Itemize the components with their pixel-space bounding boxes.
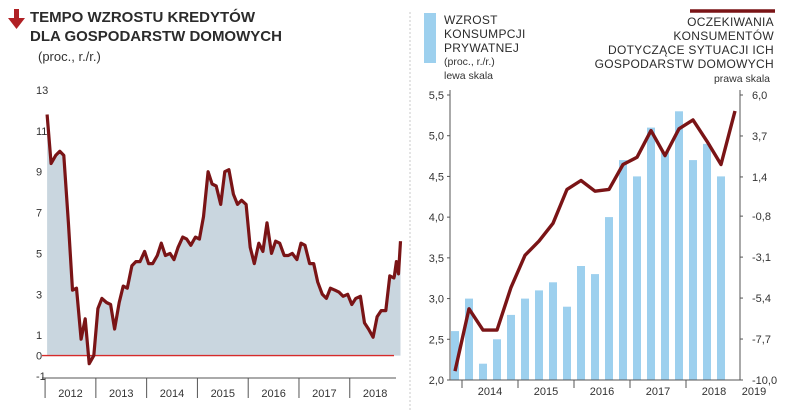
- legend-bar-swatch: [424, 13, 436, 63]
- right-x-tick-label: 2018: [702, 386, 726, 398]
- right-scale-tick-label: -5,4: [752, 293, 771, 305]
- legend-expectations-line-1: OCZEKIWANIA: [687, 15, 774, 29]
- consumption-bar: [605, 217, 613, 380]
- left-y-axis: 13 11 9 7 5 3 1 0 -1: [36, 85, 48, 383]
- left-scale-tick-label: 3,5: [429, 253, 444, 265]
- left-chart-title-line-2: DLA GOSPODARSTW DOMOWYCH: [30, 28, 282, 45]
- legend-left-scale: lewa skala: [444, 70, 493, 82]
- consumption-bar: [535, 290, 543, 380]
- right-x-tick-label: 2016: [590, 386, 614, 398]
- consumption-bar: [591, 274, 599, 380]
- legend-consumption-unit: (proc., r./r.): [444, 56, 495, 68]
- left-y-tick-label: 13: [36, 85, 48, 97]
- consumption-bar: [549, 282, 557, 380]
- right-x-tick-label: 2015: [534, 386, 558, 398]
- legend-right-scale: prawa skala: [714, 73, 770, 85]
- right-x-tick-label: 2019: [742, 386, 766, 398]
- consumption-bar: [633, 176, 641, 380]
- left-scale-tick-label: 5,0: [429, 131, 444, 143]
- consumption-bar: [465, 298, 473, 380]
- right-x-tick-label: 2017: [646, 386, 670, 398]
- left-scale-tick-label: 4,5: [429, 171, 444, 183]
- consumption-bar: [577, 266, 585, 380]
- right-scale-tick-label: 1,4: [752, 172, 767, 184]
- left-chart-subtitle: (proc., r./r.): [38, 49, 101, 64]
- left-plot-area: [42, 114, 403, 366]
- consumption-bar: [507, 314, 515, 380]
- legend-consumption-line-2: KONSUMPCJI: [444, 27, 526, 41]
- left-scale-tick-label: 3,0: [429, 294, 444, 306]
- left-series-line: [45, 114, 403, 366]
- left-x-tick-label: 2014: [160, 388, 184, 400]
- left-y-tick-label: -1: [36, 371, 46, 383]
- consumption-bar: [689, 160, 697, 380]
- consumption-bar: [661, 152, 669, 380]
- left-scale-tick-label: 5,5: [429, 90, 444, 102]
- right-axes: 2,0 2,5 3,0 3,5 4,0 4,5 5,0 5,5 6,0 3,7 1,4 -0,8 -3,…: [429, 90, 777, 398]
- expectations-line: [453, 110, 737, 372]
- consumption-bar: [717, 176, 725, 380]
- left-y-tick-label: 3: [36, 289, 42, 301]
- left-scale-tick-label: 2,5: [429, 334, 444, 346]
- right-x-tick-label: 2014: [478, 386, 502, 398]
- consumption-bar: [479, 363, 487, 380]
- right-scale-tick-label: -7,7: [752, 334, 771, 346]
- consumption-bar: [703, 143, 711, 380]
- consumption-bar: [675, 111, 683, 381]
- right-chart-legend: WZROST KONSUMPCJI PRYWATNEJ (proc., r./r…: [424, 9, 775, 85]
- left-x-tick-label: 2012: [58, 388, 82, 400]
- right-plot-area: [451, 110, 737, 381]
- consumption-bar: [563, 306, 571, 380]
- left-y-tick-label: 5: [36, 248, 42, 260]
- legend-consumption-line-1: WZROST: [444, 13, 498, 27]
- down-arrow-icon: [8, 9, 25, 29]
- right-scale-tick-label: -0,8: [752, 211, 771, 223]
- legend-consumption-line-3: PRYWATNEJ: [444, 41, 519, 55]
- legend-expectations-line-3: DOTYCZĄCE SYTUACJI ICH: [608, 43, 774, 57]
- left-y-tick-label: 9: [36, 167, 42, 179]
- left-scale-tick-label: 2,0: [429, 375, 444, 387]
- left-y-tick-label: 0: [36, 351, 42, 363]
- legend-expectations-line-2: KONSUMENTÓW: [673, 28, 774, 43]
- left-area-fill: [47, 114, 401, 364]
- left-scale-tick-label: 4,0: [429, 212, 444, 224]
- legend-expectations-line-4: GOSPODARSTW DOMOWYCH: [595, 57, 774, 71]
- right-scale-tick-label: -3,1: [752, 252, 771, 264]
- consumption-bar: [619, 160, 627, 380]
- consumption-bar: [451, 331, 459, 380]
- left-x-tick-label: 2013: [109, 388, 133, 400]
- left-y-tick-label: 7: [36, 208, 42, 220]
- right-scale-tick-label: 3,7: [752, 131, 767, 143]
- left-chart-header: TEMPO WZROSTU KREDYTÓW DLA GOSPODARSTW D…: [8, 8, 282, 64]
- left-x-tick-label: 2016: [261, 388, 285, 400]
- consumption-bar: [493, 339, 501, 380]
- consumption-bar: [521, 298, 529, 380]
- left-x-tick-label: 2017: [312, 388, 336, 400]
- consumption-bar: [647, 127, 655, 380]
- right-scale-tick-label: -10,0: [752, 375, 777, 387]
- left-x-axis: 2012 2013 2014 2015 2016 2017 2018: [42, 377, 396, 400]
- left-x-tick-label: 2015: [211, 388, 235, 400]
- left-y-tick-label: 11: [36, 126, 47, 138]
- left-y-tick-label: 1: [36, 330, 42, 342]
- right-scale-tick-label: 6,0: [752, 90, 767, 102]
- left-x-tick-label: 2018: [363, 388, 387, 400]
- left-chart-title-line-1: TEMPO WZROSTU KREDYTÓW: [30, 8, 256, 26]
